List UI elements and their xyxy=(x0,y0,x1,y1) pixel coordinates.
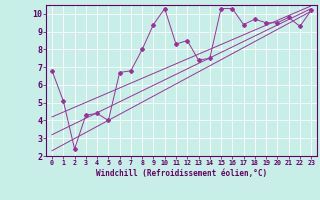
X-axis label: Windchill (Refroidissement éolien,°C): Windchill (Refroidissement éolien,°C) xyxy=(96,169,267,178)
